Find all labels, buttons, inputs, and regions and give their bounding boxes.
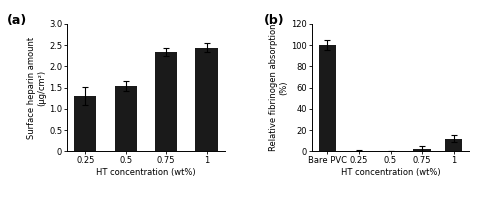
Bar (155, 52, 177, 151)
Bar (74, 96, 96, 151)
Text: (a): (a) (7, 14, 27, 27)
Y-axis label: Relative fibrinogen absorption
(%): Relative fibrinogen absorption (%) (269, 24, 288, 151)
Text: (b): (b) (264, 14, 285, 27)
Bar (114, 86, 137, 151)
Bar (195, 48, 217, 151)
Bar (319, 45, 336, 151)
X-axis label: HT concentration (wt%): HT concentration (wt%) (341, 168, 440, 177)
Bar (445, 139, 462, 151)
X-axis label: HT concentration (wt%): HT concentration (wt%) (96, 168, 196, 177)
Y-axis label: Surface heparin amount
(μg/cm²): Surface heparin amount (μg/cm²) (27, 36, 46, 139)
Bar (413, 149, 431, 151)
